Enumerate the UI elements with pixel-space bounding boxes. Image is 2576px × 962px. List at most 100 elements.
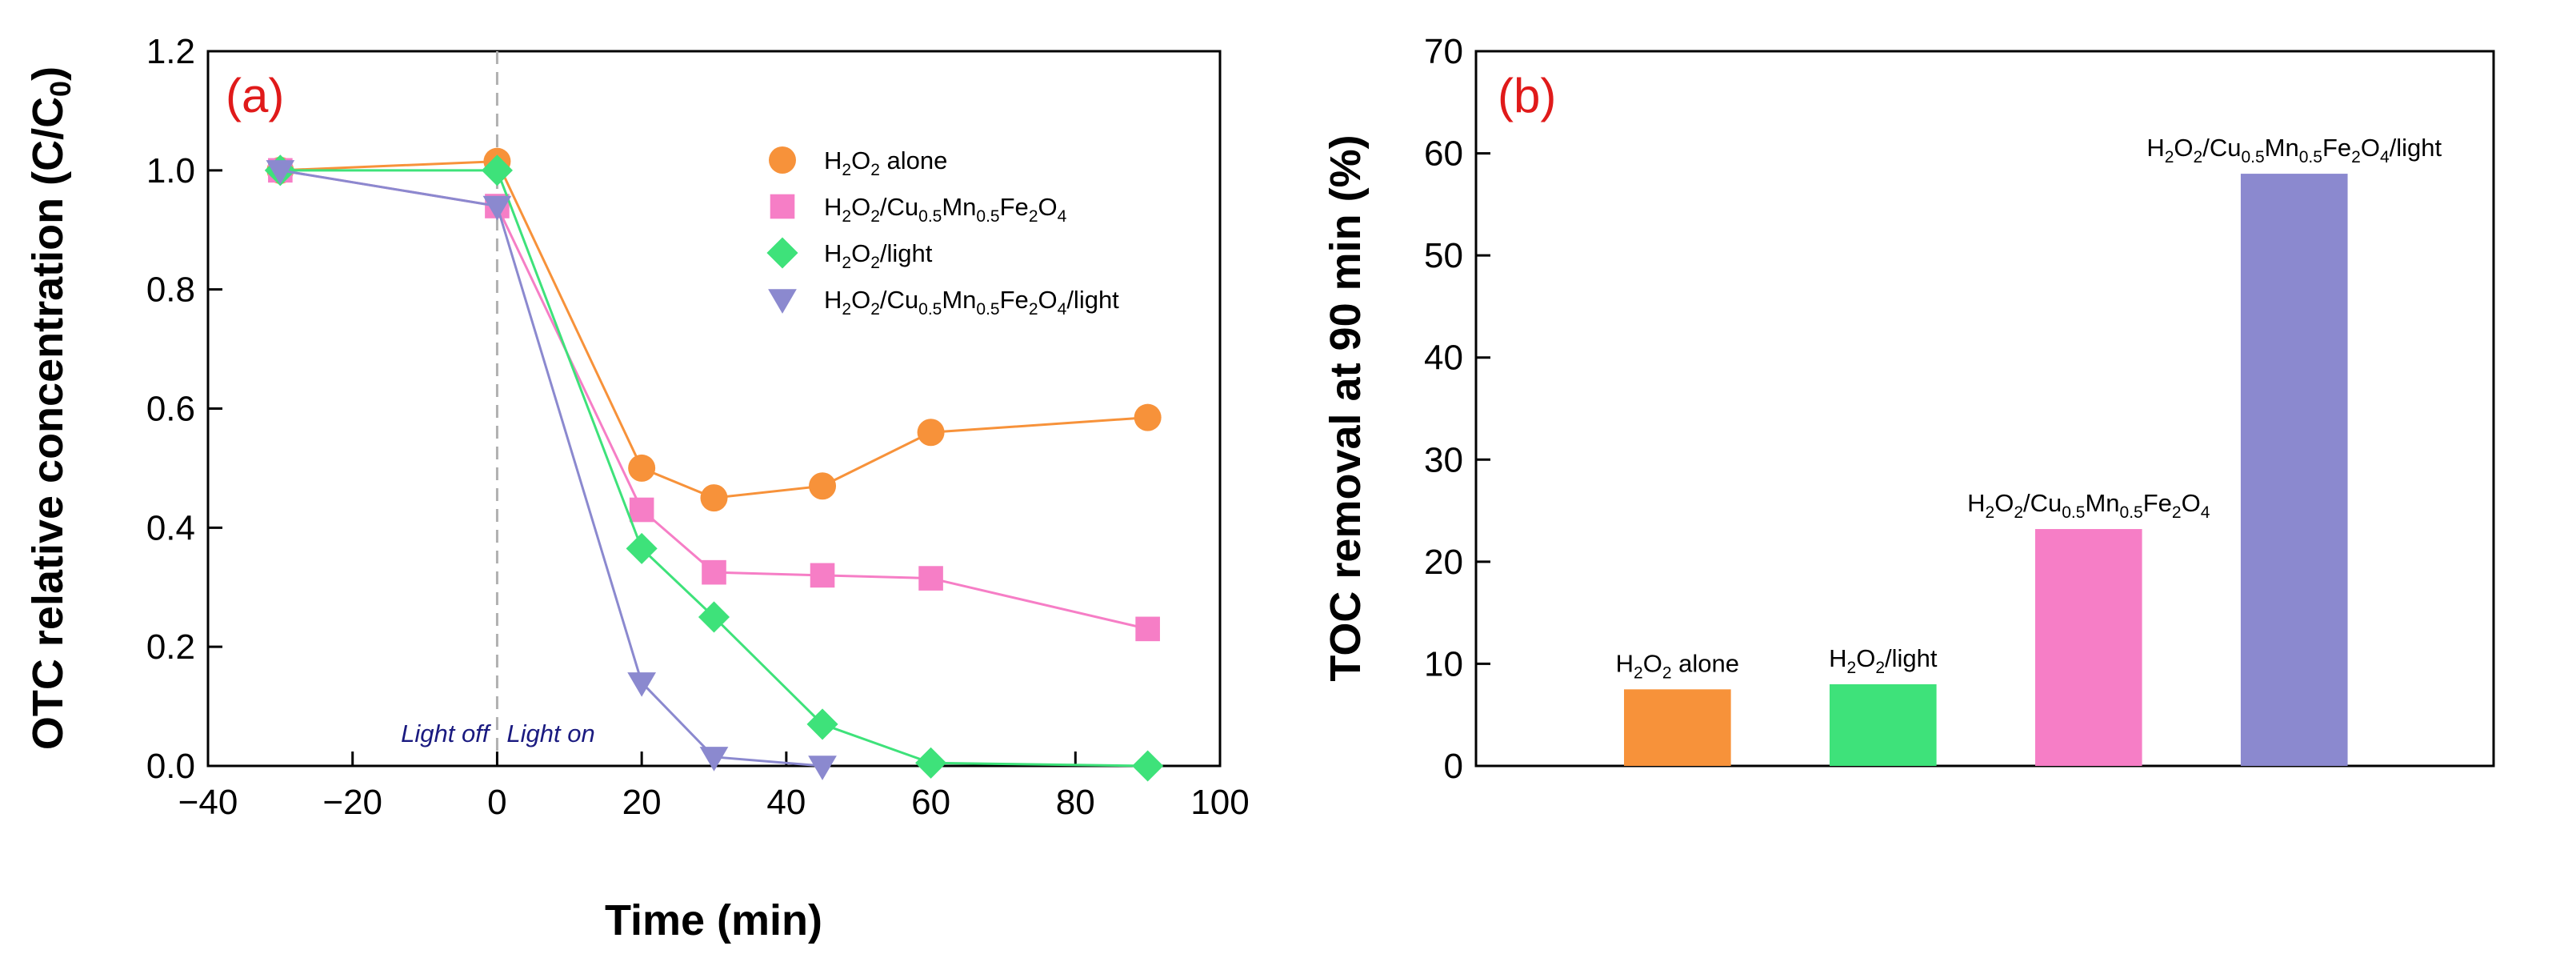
legend-marker xyxy=(769,146,796,174)
label-text: Mn xyxy=(2085,489,2119,517)
label-subscript: 4 xyxy=(1058,207,1067,226)
label-subscript: 0.5 xyxy=(918,300,942,319)
legend-marker xyxy=(770,194,795,219)
light-on-annotation: Light on xyxy=(506,719,594,748)
label-text: Mn xyxy=(942,286,976,314)
panel-b-bars: H2O2 alone H2O2/lightH2O2/Cu0.5Mn0.5Fe2O4… xyxy=(1616,134,2442,767)
series-triangle-down xyxy=(266,160,837,780)
y-tick-label: 0.4 xyxy=(146,508,195,547)
label-subscript: 2 xyxy=(870,300,880,319)
label-text: Fe xyxy=(1000,286,1029,314)
label-subscript: 0.5 xyxy=(2241,148,2264,166)
label-text: /light xyxy=(1885,644,1938,672)
label-text: O xyxy=(1038,286,1058,314)
label-text: O xyxy=(1643,649,1662,677)
y-tick-label: 0.2 xyxy=(146,627,195,667)
panel-b-plot-frame xyxy=(1474,50,2495,768)
bar-group: H2O2/Cu0.5Mn0.5Fe2O4 xyxy=(1967,489,2210,766)
panel-b-label: (b) xyxy=(1498,69,1556,122)
label-text: /Cu xyxy=(2023,489,2062,517)
label-text: H xyxy=(824,146,842,174)
x-tick-label: 100 xyxy=(1190,783,1249,822)
panel-a-x-axis-title: Time (min) xyxy=(605,896,822,944)
label-text: H xyxy=(1967,489,1985,517)
legend-entry: H2O2/Cu0.5Mn0.5Fe2O4 xyxy=(770,193,1067,226)
label-subscript: 2 xyxy=(2014,503,2023,522)
label-text: /Cu xyxy=(880,286,918,314)
data-point xyxy=(809,472,837,500)
series-line xyxy=(280,169,823,768)
bar-label: H2O2/light xyxy=(1829,644,1938,677)
data-point xyxy=(1132,750,1164,782)
panel-a-y-axis-title-main: OTC relative concentration (C/C xyxy=(24,97,72,750)
y-tick-label: 1.2 xyxy=(146,32,195,71)
legend-label: H2O2/light xyxy=(824,239,933,272)
data-point xyxy=(482,195,512,221)
label-subscript: 2 xyxy=(1029,207,1038,226)
panel-a-y-ticks: 0.0 0.2 0.4 0.6 0.8 1.0 1.2 xyxy=(146,32,222,786)
data-point xyxy=(808,756,837,780)
label-subscript: 0.5 xyxy=(976,207,999,226)
x-tick-label: 60 xyxy=(911,783,950,822)
y-tick-label: 70 xyxy=(1424,32,1463,71)
y-tick-label: 0.6 xyxy=(146,390,195,429)
label-subscript: 0.5 xyxy=(918,207,942,226)
panel-a-y-axis-title: OTC relative concentration (C/C0) xyxy=(24,66,77,750)
data-point xyxy=(626,532,658,564)
bar-group: H2O2/Cu0.5Mn0.5Fe2O4/light xyxy=(2146,134,2442,767)
data-point xyxy=(266,160,295,185)
label-text: /light xyxy=(880,239,933,267)
label-text: /Cu xyxy=(880,193,918,221)
label-subscript: 2 xyxy=(1986,503,1995,522)
label-text: Mn xyxy=(2265,134,2299,162)
data-point xyxy=(629,497,654,523)
y-tick-label: 0.8 xyxy=(146,271,195,310)
data-point xyxy=(628,454,656,482)
bar xyxy=(1624,689,1731,766)
label-text: /Cu xyxy=(2202,134,2241,162)
x-tick-label: 80 xyxy=(1056,783,1095,822)
label-text: Fe xyxy=(2143,489,2172,517)
y-tick-label: 20 xyxy=(1424,543,1463,582)
label-subscript: 2 xyxy=(1662,663,1672,682)
legend-entry: H2O2/Cu0.5Mn0.5Fe2O4/light xyxy=(768,286,1119,319)
data-point xyxy=(915,747,947,779)
legend-entry: H2O2 alone xyxy=(769,146,947,179)
data-point xyxy=(699,747,729,772)
label-text: H xyxy=(824,286,842,314)
x-tick-label: 20 xyxy=(622,783,662,822)
y-tick-label: 40 xyxy=(1424,339,1463,378)
label-text: /light xyxy=(2390,134,2442,162)
series-diamond xyxy=(264,154,1164,782)
legend-entry: H2O2/light xyxy=(766,237,933,272)
bar xyxy=(2240,174,2348,767)
panel-b-y-axis-title: TOC removal at 90 min (%) xyxy=(1322,134,1370,681)
label-subscript: 2 xyxy=(2172,503,2182,522)
y-tick-label: 0.0 xyxy=(146,747,195,786)
series-line xyxy=(280,169,1148,768)
label-text: O xyxy=(851,146,870,174)
label-subscript: 0.5 xyxy=(976,300,999,319)
label-text: O xyxy=(2361,134,2380,162)
light-off-annotation: Light off xyxy=(401,719,492,748)
y-tick-label: 30 xyxy=(1424,440,1463,479)
label-text: Fe xyxy=(2322,134,2351,162)
bar-group: H2O2/light xyxy=(1829,644,1938,766)
y-tick-label: 1.0 xyxy=(146,151,195,190)
y-tick-label: 50 xyxy=(1424,236,1463,275)
panel-a-line-chart: (a) Light off Light on −40 −20 0 20 40 60 80 10… xyxy=(24,32,1250,944)
panel-b-y-ticks: 0 10 20 30 40 50 60 70 xyxy=(1424,32,1490,786)
label-text: H xyxy=(824,239,842,267)
label-subscript: 4 xyxy=(2380,148,2390,166)
label-subscript: 2 xyxy=(870,161,880,179)
label-text: O xyxy=(1994,489,2014,517)
panel-a-series xyxy=(264,147,1164,782)
bar-label: H2O2 alone xyxy=(1616,649,1739,682)
label-subscript: 2 xyxy=(1634,663,1643,682)
data-point xyxy=(806,708,838,740)
label-text: Fe xyxy=(1000,193,1029,221)
label-text: O xyxy=(2174,134,2193,162)
label-subscript: 4 xyxy=(1058,300,1067,319)
label-text: alone xyxy=(880,146,947,174)
